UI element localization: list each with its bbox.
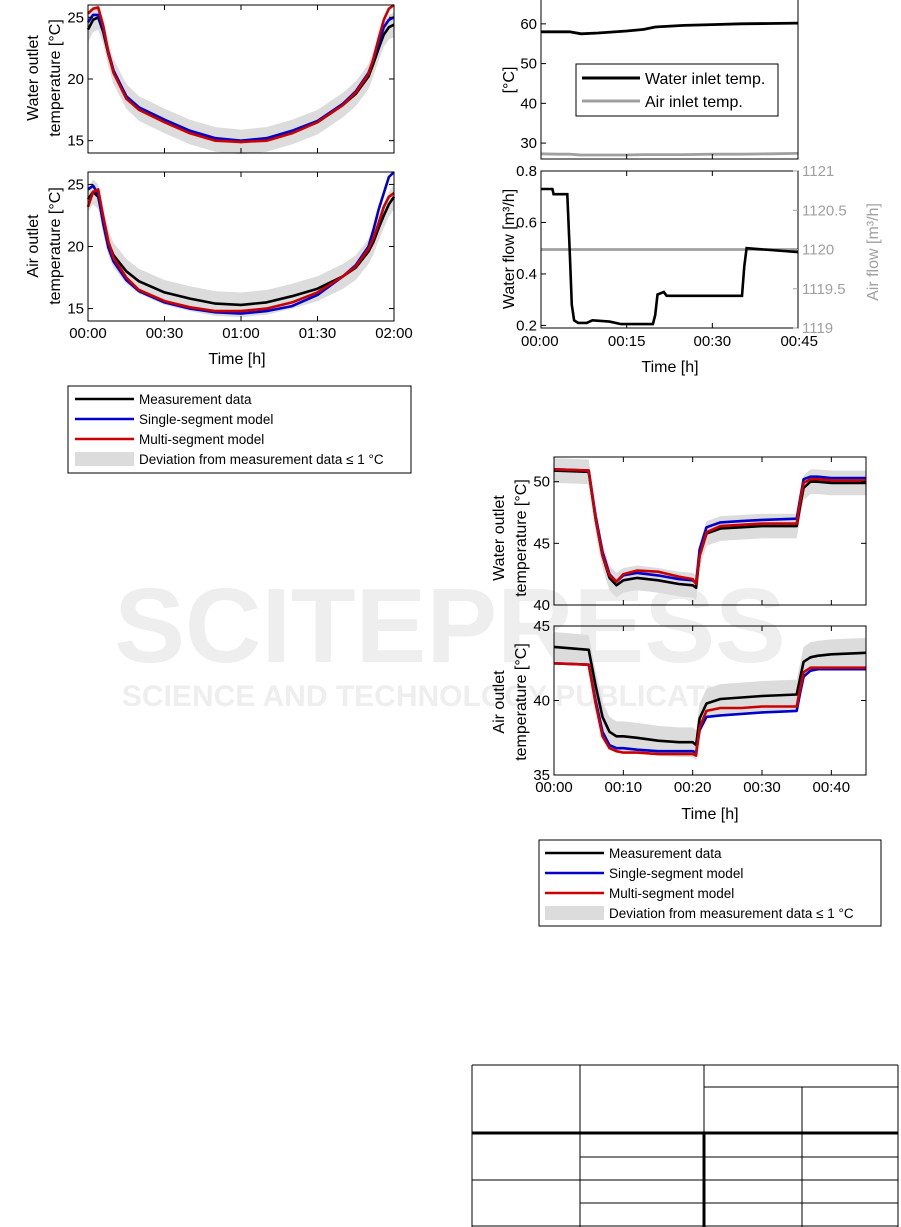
- chart-a-bottom-ylabel-2: temperature [°C]: [47, 187, 64, 305]
- chart-a-top-ytick-label: 20: [67, 71, 84, 88]
- chart-a-top-ytick-label: 25: [67, 9, 84, 26]
- chart-b-top-ytick-label: 60: [520, 16, 537, 33]
- legend-a-label-multi: Multi-segment model: [139, 432, 264, 447]
- chart-c-bottom-xtick-label: 00:30: [743, 779, 781, 796]
- chart-b-top-series-air-inlet-temp-: [540, 152, 799, 157]
- chart-b-top-ytick-label: 50: [520, 56, 537, 73]
- chart-a-bottom-ytick-label: 15: [67, 301, 84, 318]
- chart-b-bottom-ytick-right-label: 1120.5: [802, 202, 847, 219]
- chart-a-bottom-series-single-segment-model: [87, 171, 395, 315]
- chart-b-bottom-ytick-right-label: 1120: [802, 242, 834, 259]
- chart-c-top-ytick-label: 50: [533, 474, 550, 491]
- legend-b-label-water: Water inlet temp.: [645, 71, 765, 88]
- chart-b-bottom-ylabel-left: Water flow [m³/h]: [501, 189, 518, 309]
- chart-c-top-ylabel-1: Water outlet: [491, 495, 508, 581]
- chart-b-legend-box: [575, 63, 779, 117]
- chart-b-bottom-ytick-right-label: 1121: [802, 163, 834, 180]
- legend-c-label-single: Single-segment model: [609, 866, 743, 881]
- chart-a-top-series-multi-segment-model: [87, 3, 395, 144]
- chart-a-xlabel: Time [h]: [208, 351, 265, 368]
- chart-a-top-deviation-band: [88, 5, 394, 155]
- chart-b-top-ytick-label: 40: [520, 95, 537, 112]
- chart-b-bottom-ytick-left-label: 0.2: [516, 317, 537, 334]
- chart-a-bottom-xtick-label: 02:00: [375, 325, 413, 342]
- legend-c-label-deviation: Deviation from measurement data ≤ 1 °C: [609, 906, 854, 921]
- chart-a-legend: Measurement data Single-segment model Mu…: [67, 385, 412, 474]
- chart-a-top-ylabel-1: Water outlet: [25, 35, 42, 121]
- chart-c-bottom-ytick-label: 40: [533, 693, 550, 710]
- legend-a-label-single: Single-segment model: [139, 412, 273, 427]
- legend-a-label-deviation: Deviation from measurement data ≤ 1 °C: [139, 452, 384, 467]
- chart-a-bottom-xtick-label: 01:00: [222, 325, 260, 342]
- chart-c-legend: Measurement data Single-segment model Mu…: [538, 839, 882, 927]
- chart-c-bottom-ytick-label: 35: [533, 767, 550, 784]
- chart-c-bottom-ytick-label: 45: [533, 618, 550, 635]
- chart-b-bottom-ytick-left-label: 0.6: [516, 214, 537, 231]
- chart-c: 40 45 50 35 40 45 00:00 00:10 00:20 00:30 00:40: [533, 456, 867, 796]
- chart-a-bottom-ytick-label: 20: [67, 239, 84, 256]
- chart-c-bottom-xtick-label: 00:40: [813, 779, 851, 796]
- chart-b-xlabel: Time [h]: [641, 359, 698, 376]
- watermark-line2: SCIENCE AND TECHNOLOGY PUBLICATIONS: [122, 680, 778, 713]
- chart-c-top-deviation-band: [554, 458, 866, 601]
- chart-b-top-series-water-inlet-temp-: [541, 21, 799, 36]
- legend-a-label-measurement: Measurement data: [139, 392, 252, 407]
- chart-a-bottom-series-multi-segment-model: [86, 188, 395, 313]
- table: [471, 1064, 899, 1227]
- chart-c-top-frame: [553, 456, 867, 606]
- legend-c-label-measurement: Measurement data: [609, 846, 722, 861]
- chart-a-bottom-xtick-label: 00:00: [69, 325, 107, 342]
- legend-c-swatch-deviation: [545, 906, 604, 920]
- chart-b-bottom-ytick-right-label: 1119.5: [802, 281, 846, 298]
- chart-a-bottom-ytick-label: 25: [67, 176, 84, 193]
- chart-a-bottom-deviation-band: [88, 179, 394, 318]
- chart-b-bottom-ytick-left-label: 0.4: [516, 266, 537, 283]
- chart-b: 30 40 50 60 0.2 0.4 0.6 0.8 1119 1119.5 1120 1120.5…: [516, 0, 847, 350]
- chart-a-bottom-xtick-label: 00:30: [146, 325, 184, 342]
- chart-b-legend: Water inlet temp. Air inlet temp.: [575, 63, 779, 117]
- chart-a-top-ylabel-2: temperature [°C]: [47, 19, 64, 137]
- chart-a: 15 20 25 15 20 25 00:00 00:30 01:00 01:30 02:00: [67, 3, 413, 342]
- chart-c-bottom-series-multi-segment-model: [553, 662, 866, 757]
- chart-b-bottom-ytick-left-label: 0.8: [516, 163, 537, 180]
- chart-b-bottom-xtick-label: 00:30: [694, 333, 732, 350]
- chart-a-top-ytick-label: 15: [67, 133, 84, 150]
- chart-c-top-ylabel-2: temperature [°C]: [513, 479, 530, 597]
- chart-b-bottom-xtick-label: 00:00: [521, 333, 559, 350]
- chart-c-bottom-ylabel-2: temperature [°C]: [513, 643, 530, 761]
- legend-b-label-air: Air inlet temp.: [645, 94, 743, 111]
- chart-a-top-series-measurement-data: [86, 16, 395, 144]
- chart-b-top-frame: [540, 0, 799, 160]
- chart-b-top-ytick-label: 30: [520, 135, 537, 152]
- chart-c-bottom-xtick-label: 00:00: [535, 779, 573, 796]
- chart-b-top-ylabel: [°C]: [501, 67, 518, 94]
- chart-c-bottom-xtick-label: 00:10: [605, 779, 643, 796]
- chart-a-bottom-xtick-label: 01:30: [299, 325, 337, 342]
- chart-c-bottom-ylabel-1: Air outlet: [491, 670, 508, 734]
- chart-c-top-ytick-label: 40: [533, 597, 550, 614]
- legend-c-label-multi: Multi-segment model: [609, 886, 734, 901]
- chart-b-bottom-series-water-flow: [541, 187, 799, 326]
- chart-b-bottom-ylabel-right: Air flow [m³/h]: [865, 203, 882, 301]
- legend-a-swatch-deviation: [75, 452, 134, 466]
- chart-c-top-series-multi-segment-model: [553, 468, 866, 586]
- chart-c-xlabel: Time [h]: [681, 806, 738, 823]
- chart-c-bottom-deviation-band: [554, 631, 866, 761]
- chart-b-bottom-xtick-label: 00:15: [608, 333, 646, 350]
- chart-b-bottom-xtick-label: 00:45: [780, 333, 818, 350]
- chart-a-top-series-single-segment-model: [86, 13, 395, 142]
- chart-b-bottom-ytick-right-label: 1119: [802, 320, 833, 337]
- chart-a-bottom-ylabel-1: Air outlet: [25, 214, 42, 278]
- chart-c-bottom-xtick-label: 00:20: [674, 779, 712, 796]
- chart-c-top-ytick-label: 45: [533, 535, 550, 552]
